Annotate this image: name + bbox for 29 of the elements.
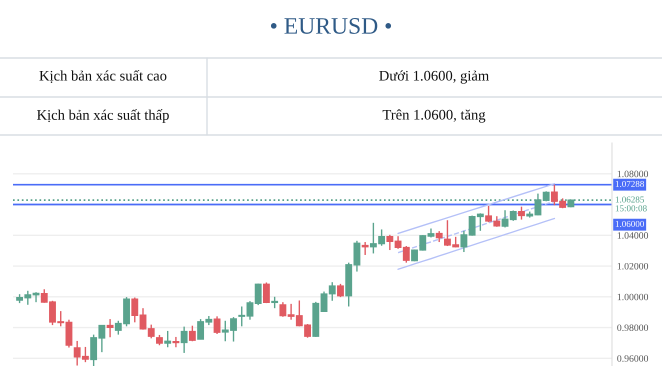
text: Kịch bản xác suất cao <box>39 70 166 83</box>
candlestick <box>188 325 196 342</box>
y-tick-label: 1.00000 <box>618 294 648 300</box>
y-tick-label: 1.08000 <box>618 170 648 178</box>
text: Dưới 1.0600, giảm <box>379 70 489 84</box>
candlestick <box>271 296 278 309</box>
text: Trên 1.0600, tăng <box>382 109 486 123</box>
candlestick <box>106 318 114 338</box>
chart-title: • EURUSD • <box>270 18 392 34</box>
candlestick <box>337 283 344 298</box>
line-series <box>397 183 556 234</box>
line-series <box>397 218 556 270</box>
y-tick-label: 0.96000 <box>617 355 648 362</box>
candlestick <box>362 241 369 256</box>
candlestick <box>436 230 443 243</box>
text: Kịch bản xác suất thấp <box>37 109 169 123</box>
candlestick <box>164 330 172 348</box>
ref-line-label: 1.07288 <box>616 180 644 188</box>
y-tick-label: 1.02000 <box>618 262 648 270</box>
candlestick <box>180 326 188 354</box>
y-tick-label: 1.04000 <box>618 232 648 239</box>
candlestick <box>156 334 163 346</box>
candlestick <box>172 336 180 348</box>
candlestick <box>214 316 220 335</box>
ref-line-label: 1.06285 15:00:08 <box>616 196 647 212</box>
ref-line-label: 1.06000 <box>616 220 644 228</box>
candlestick <box>518 206 525 220</box>
y-tick-label: 0.98000 <box>617 324 648 332</box>
candlestick <box>262 282 270 304</box>
